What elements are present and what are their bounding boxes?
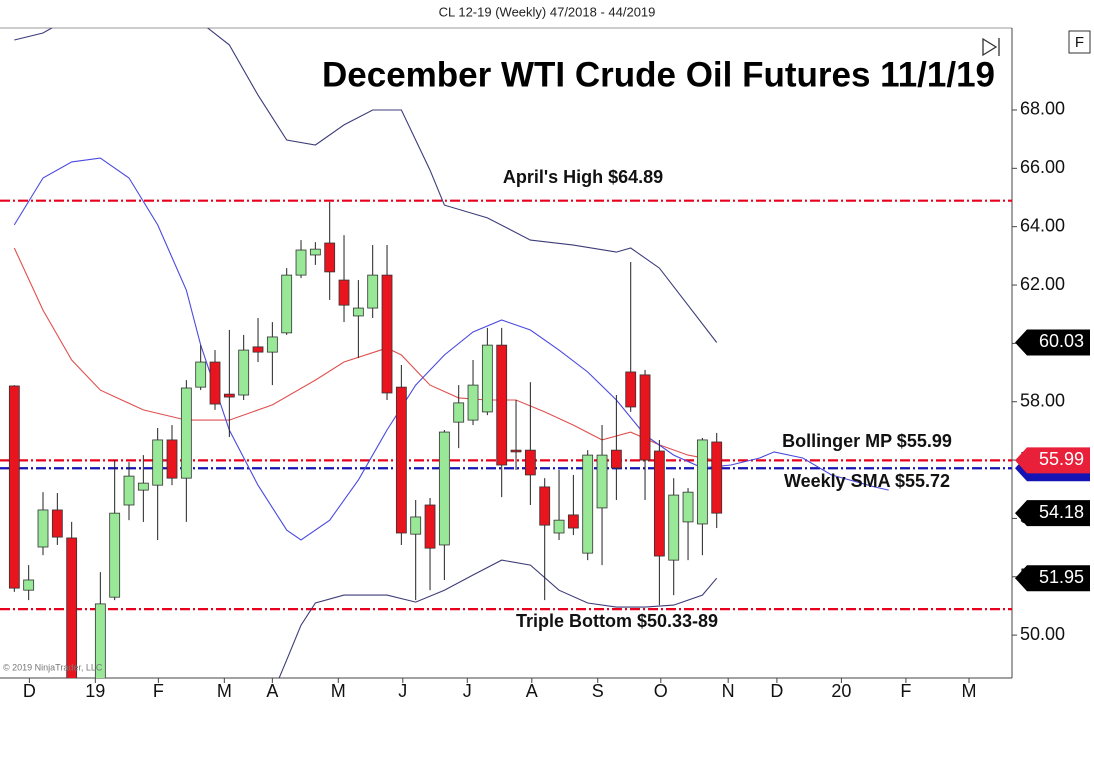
indicator-line [13,247,717,461]
price-tag-label: 51.95 [1039,567,1084,587]
candle-body [66,537,78,678]
candle-body [625,371,637,408]
price-tag [1015,500,1090,527]
price-tag-label: 55.99 [1039,449,1084,469]
candle-body [395,386,407,534]
candle-body [524,449,536,476]
candle-body [596,454,608,509]
plot-area [0,28,1012,678]
x-tick-label: M [331,681,346,701]
candle-body [51,509,63,538]
x-tick-label: N [722,681,735,701]
copyright: © 2019 NinjaTrader, LLC [3,662,103,672]
y-tick-label: 50.00 [1020,624,1065,644]
candle-body [37,509,49,548]
corner-box[interactable] [1068,30,1091,54]
price-tag-label: 54.18 [1039,502,1084,522]
price-tag-label: 60.03 [1039,331,1084,351]
candle-body [195,361,207,388]
candle-body [711,441,723,514]
annotation: April's High $64.89 [503,167,663,187]
x-tick-label: M [961,681,976,701]
annotation: Bollinger MP $55.99 [782,431,952,451]
x-tick-label: F [153,681,164,701]
indicator-line [278,559,718,678]
x-tick-label: 20 [831,681,851,701]
candle-body [94,603,106,678]
candle-body [352,307,364,317]
x-tick-label: D [770,681,783,701]
candle-body [539,486,551,526]
candle-body [696,439,708,525]
chart-header: CL 12-19 (Weekly) 47/2018 - 44/2019 [439,4,656,19]
candle-body [496,344,508,466]
corner-label[interactable]: F [1075,34,1084,51]
candle-body [223,393,235,398]
candle-body [653,450,665,557]
price-tag [1015,329,1090,356]
candle-body [252,346,264,353]
indicator-line [14,28,718,343]
candle-body [152,439,164,486]
x-tick-label: J [398,681,407,701]
candle-body [438,431,450,546]
candle-body [209,361,221,405]
x-tick-label: O [654,681,668,701]
candle-body [610,449,622,469]
x-tick-label: D [23,681,36,701]
candle-body [381,274,393,394]
candle-body [582,454,594,554]
candle-body [266,336,278,353]
candle-body [23,579,35,591]
scroll-end-icon[interactable] [982,37,1000,57]
x-tick-label: A [266,681,278,701]
candle-body [338,279,350,306]
y-tick-label: 58.00 [1020,390,1065,410]
candle-body [453,402,465,423]
candle-body [367,274,379,309]
x-tick-label: J [463,681,472,701]
annotation: Triple Bottom $50.33-89 [516,611,718,631]
scroll-end-arrow[interactable] [982,37,998,57]
indicator-line [13,157,889,541]
candle-body [467,384,479,421]
x-tick-label: A [526,681,538,701]
price-tag [1015,565,1090,592]
candle-body [639,374,651,461]
candle-body [510,449,522,453]
candle-body [281,274,293,334]
candle-body [8,385,20,589]
candle-body [682,491,694,523]
x-tick-label: M [217,681,232,701]
candle-body [295,249,307,276]
axes: 50.0052.0054.0056.0058.0060.0062.0064.00… [23,99,1090,701]
candle-body [309,248,321,256]
chart-title: December WTI Crude Oil Futures 11/1/19 [322,55,995,94]
candle-body [180,387,192,479]
y-tick-label: 68.00 [1020,99,1065,119]
y-tick-label: 66.00 [1020,157,1065,177]
candle-body [166,439,178,479]
x-tick-label: S [592,681,604,701]
annotation: Weekly SMA $55.72 [784,471,950,491]
candle-body [123,475,135,506]
candle-body [481,344,493,413]
candle-body [324,242,336,273]
candle-body [238,349,250,396]
price-tag [1015,447,1090,474]
x-tick-label: F [900,681,911,701]
x-tick-label: 19 [85,681,105,701]
candle-body [567,514,579,529]
y-tick-label: 64.00 [1020,215,1065,235]
candle-body [109,512,121,598]
y-tick-label: 62.00 [1020,274,1065,294]
candle-body [424,504,436,549]
candle-body [668,494,680,561]
candle-body [137,482,149,491]
candle-body [410,516,422,535]
candle-body [553,519,565,534]
